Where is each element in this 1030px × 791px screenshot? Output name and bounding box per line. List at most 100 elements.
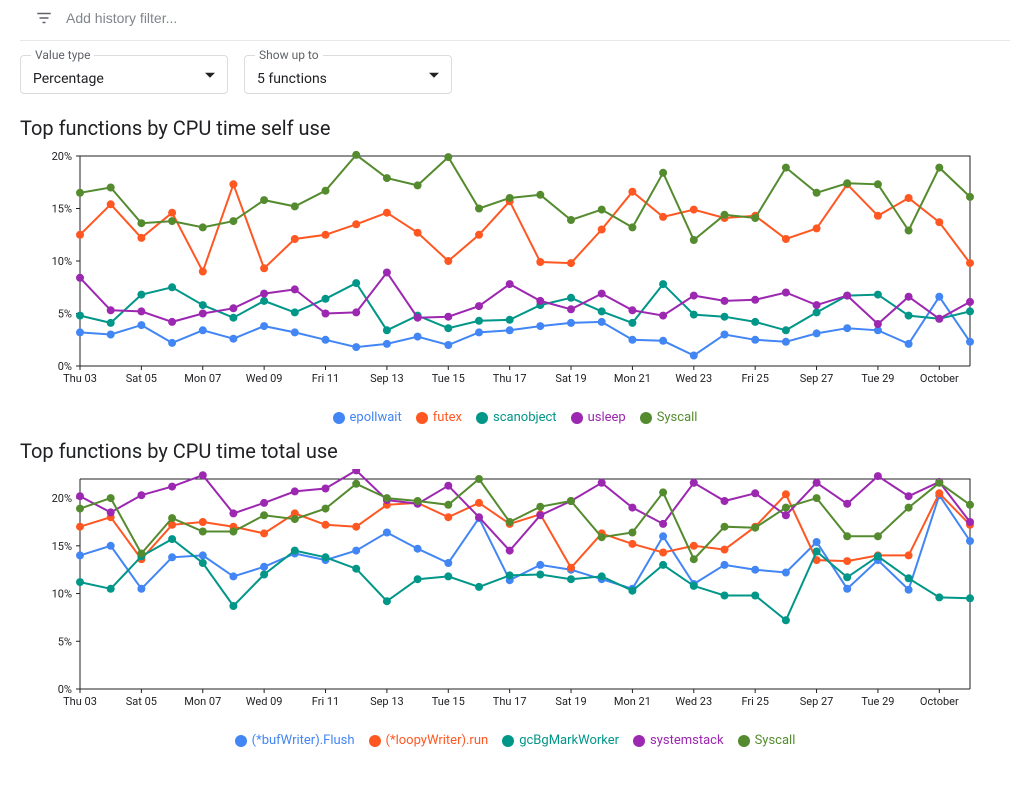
series-point[interactable] [782, 289, 790, 297]
series-point[interactable] [352, 343, 360, 351]
series-point[interactable] [199, 551, 207, 559]
series-point[interactable] [843, 324, 851, 332]
series-point[interactable] [721, 313, 729, 321]
series-point[interactable] [383, 340, 391, 348]
series-point[interactable] [567, 497, 575, 505]
series-point[interactable] [260, 297, 268, 305]
series-point[interactable] [168, 283, 176, 291]
series-point[interactable] [843, 179, 851, 187]
series-point[interactable] [168, 339, 176, 347]
series-point[interactable] [260, 529, 268, 537]
series-point[interactable] [567, 564, 575, 572]
series-point[interactable] [506, 280, 514, 288]
series-point[interactable] [782, 235, 790, 243]
series-point[interactable] [137, 307, 145, 315]
series-point[interactable] [260, 571, 268, 579]
series-point[interactable] [567, 575, 575, 583]
series-point[interactable] [874, 472, 882, 480]
series-point[interactable] [966, 298, 974, 306]
series-point[interactable] [168, 217, 176, 225]
series-point[interactable] [475, 328, 483, 336]
series-point[interactable] [905, 227, 913, 235]
series-point[interactable] [843, 557, 851, 565]
series-point[interactable] [843, 532, 851, 540]
series-point[interactable] [966, 501, 974, 509]
series-point[interactable] [107, 306, 115, 314]
series-point[interactable] [107, 319, 115, 327]
series-point[interactable] [444, 501, 452, 509]
series-point[interactable] [76, 312, 84, 320]
series-point[interactable] [905, 293, 913, 301]
series-point[interactable] [659, 532, 667, 540]
series-point[interactable] [536, 561, 544, 569]
series-point[interactable] [935, 479, 943, 487]
series-point[interactable] [444, 482, 452, 490]
series-point[interactable] [935, 593, 943, 601]
series-point[interactable] [137, 585, 145, 593]
series-point[interactable] [291, 515, 299, 523]
series-point[interactable] [598, 479, 606, 487]
series-point[interactable] [383, 174, 391, 182]
series-point[interactable] [352, 480, 360, 488]
series-point[interactable] [598, 206, 606, 214]
series-point[interactable] [598, 290, 606, 298]
series-point[interactable] [966, 537, 974, 545]
series-point[interactable] [475, 583, 483, 591]
series-point[interactable] [107, 508, 115, 516]
series-point[interactable] [782, 326, 790, 334]
series-point[interactable] [291, 235, 299, 243]
series-point[interactable] [506, 571, 514, 579]
series-point[interactable] [659, 337, 667, 345]
series-point[interactable] [721, 331, 729, 339]
series-point[interactable] [721, 523, 729, 531]
series-point[interactable] [322, 336, 330, 344]
series-point[interactable] [751, 318, 759, 326]
series-point[interactable] [721, 546, 729, 554]
series-point[interactable] [506, 547, 514, 555]
series-point[interactable] [813, 224, 821, 232]
series-point[interactable] [291, 285, 299, 293]
series-point[interactable] [782, 164, 790, 172]
series-point[interactable] [782, 490, 790, 498]
series-point[interactable] [475, 302, 483, 310]
series-point[interactable] [659, 280, 667, 288]
series-point[interactable] [168, 318, 176, 326]
series-point[interactable] [414, 497, 422, 505]
series-point[interactable] [905, 586, 913, 594]
series-point[interactable] [414, 181, 422, 189]
series-point[interactable] [628, 188, 636, 196]
series-point[interactable] [721, 497, 729, 505]
series-point[interactable] [628, 540, 636, 548]
series-point[interactable] [721, 592, 729, 600]
series-point[interactable] [76, 523, 84, 531]
series-point[interactable] [813, 308, 821, 316]
series-point[interactable] [352, 279, 360, 287]
series-point[interactable] [229, 180, 237, 188]
series-point[interactable] [383, 326, 391, 334]
series-point[interactable] [475, 231, 483, 239]
series-point[interactable] [782, 338, 790, 346]
series-point[interactable] [291, 202, 299, 210]
series-point[interactable] [874, 212, 882, 220]
series-point[interactable] [260, 264, 268, 272]
series-point[interactable] [352, 523, 360, 531]
series-point[interactable] [966, 594, 974, 602]
series-point[interactable] [843, 500, 851, 508]
series-point[interactable] [874, 552, 882, 560]
series-point[interactable] [935, 218, 943, 226]
series-point[interactable] [905, 312, 913, 320]
series-point[interactable] [874, 320, 882, 328]
series-point[interactable] [536, 297, 544, 305]
series-point[interactable] [536, 258, 544, 266]
legend-item[interactable]: usleep [571, 410, 626, 425]
series-point[interactable] [414, 229, 422, 237]
series-point[interactable] [628, 336, 636, 344]
series-point[interactable] [567, 294, 575, 302]
series-point[interactable] [628, 587, 636, 595]
series-point[interactable] [690, 311, 698, 319]
series-point[interactable] [659, 169, 667, 177]
series-point[interactable] [107, 200, 115, 208]
legend-item[interactable]: Syscall [738, 733, 796, 748]
series-point[interactable] [813, 329, 821, 337]
series-point[interactable] [107, 184, 115, 192]
